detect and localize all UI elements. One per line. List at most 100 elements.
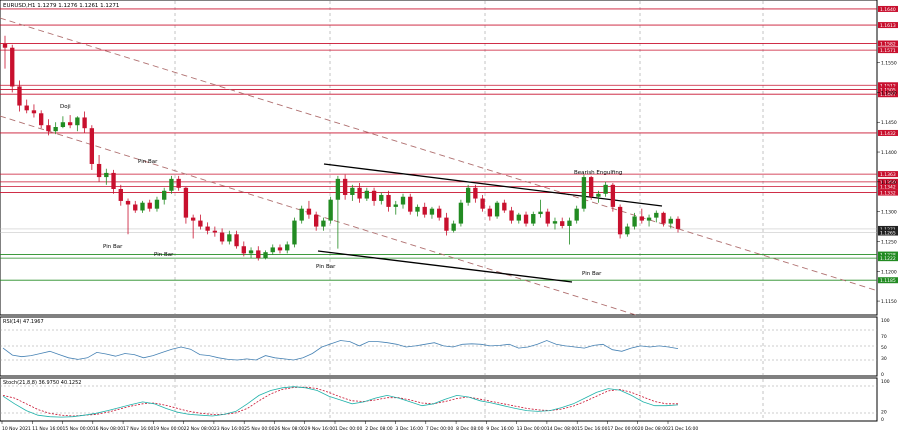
- price-badge-bg: [878, 91, 898, 98]
- candle: [39, 110, 44, 129]
- candle-body: [183, 187, 189, 218]
- candle: [567, 217, 572, 245]
- price-tick-label: 1.1500: [881, 90, 897, 96]
- candle-body: [617, 206, 623, 235]
- candle-body: [509, 210, 514, 221]
- candle-body: [429, 208, 435, 215]
- candle: [335, 175, 341, 249]
- candle-body: [350, 187, 355, 195]
- time-label: 29 Nov 16:00: [305, 426, 335, 432]
- price-badge-label: 1.1571: [880, 48, 896, 54]
- price-badge-label: 1.1505: [880, 87, 896, 93]
- support-resistance-lines: [0, 8, 877, 281]
- candle: [285, 241, 290, 254]
- candle-body: [162, 190, 167, 200]
- candle-body: [60, 122, 66, 127]
- candle-body: [212, 230, 218, 233]
- candle-body: [654, 212, 659, 218]
- time-label: 8 Dec 08:00: [456, 426, 484, 432]
- price-badge: 1.1571: [878, 47, 898, 54]
- price-badge: 1.1332: [878, 189, 898, 197]
- candle: [82, 111, 87, 133]
- price-badge-bg: [878, 129, 898, 136]
- candle-body: [147, 202, 152, 209]
- candle: [465, 184, 471, 206]
- candle: [314, 211, 319, 231]
- price-badge-bg: [878, 82, 898, 89]
- time-label: 19 Nov 00:00: [153, 426, 183, 432]
- time-label: 17 Dec 00:00: [607, 426, 637, 432]
- candle-body: [82, 117, 87, 129]
- price-tick-label: 1.1250: [881, 239, 897, 245]
- candle-body: [379, 194, 384, 201]
- candle-body: [111, 172, 116, 189]
- price-badge-bg: [878, 251, 898, 258]
- candle-body: [125, 200, 131, 205]
- price-badge: 1.1512: [878, 82, 898, 89]
- candle: [147, 199, 152, 212]
- candle: [154, 196, 160, 212]
- time-label: 26 Nov 08:00: [274, 426, 304, 432]
- candle-body: [321, 220, 326, 227]
- candle: [111, 169, 116, 194]
- price-tick-label: 1.1200: [881, 269, 897, 275]
- time-label: 1 Dec 00:00: [335, 426, 363, 432]
- candle-body: [531, 214, 536, 224]
- candle-body: [31, 110, 37, 114]
- candle: [24, 99, 29, 114]
- candle: [234, 230, 239, 249]
- candle: [104, 168, 109, 185]
- candle: [256, 246, 261, 261]
- candle-body: [675, 218, 681, 229]
- candle: [596, 190, 601, 203]
- candle-body: [494, 202, 500, 217]
- time-label: 13 Dec 00:00: [517, 426, 547, 432]
- stoch-axis: 100 20 0: [881, 379, 890, 423]
- candle-body: [169, 178, 174, 191]
- candle-body: [198, 220, 203, 227]
- stoch-signal-line: [2, 386, 678, 417]
- candle-body: [140, 202, 145, 211]
- stoch-panel[interactable]: [0, 377, 878, 422]
- candle-body: [668, 218, 673, 224]
- candle-body: [96, 163, 102, 178]
- candle-body: [364, 190, 369, 199]
- price-badge: 1.1222: [878, 255, 898, 262]
- candle-body: [393, 204, 398, 207]
- candle: [306, 200, 312, 219]
- price-badge-bg: [878, 5, 898, 12]
- rsi-panel[interactable]: [0, 316, 878, 377]
- candle-body: [270, 247, 275, 253]
- annotation-pin-bar-2: Pin Bar: [103, 244, 123, 250]
- candle: [270, 244, 275, 255]
- candle: [625, 223, 630, 237]
- rsi-level-label: 100: [881, 318, 890, 324]
- candle: [393, 200, 398, 215]
- candle: [523, 211, 529, 227]
- candle-body: [17, 86, 22, 106]
- price-badge: 1.1350: [878, 178, 898, 186]
- candle-body: [451, 223, 456, 231]
- price-panel[interactable]: [0, 0, 878, 316]
- price-badge-label: 1.1363: [880, 172, 896, 178]
- time-label: 23 Nov 16:00: [214, 426, 244, 432]
- candle: [646, 214, 652, 227]
- candle: [190, 214, 196, 239]
- candle: [408, 193, 413, 215]
- candle: [60, 116, 66, 129]
- candle: [140, 200, 145, 213]
- candle-body: [523, 214, 529, 224]
- rsi-level-label: 0: [881, 372, 884, 378]
- price-axis[interactable]: 1.16401.16131.15821.15711.15121.15051.14…: [877, 5, 898, 305]
- time-label: 25 Nov 00:00: [244, 426, 274, 432]
- candle-body: [342, 178, 348, 195]
- rsi-level-label: 70: [881, 334, 887, 340]
- price-badge: 1.1505: [878, 86, 898, 93]
- rsi-level-label: 30: [881, 356, 887, 362]
- price-badge-label: 1.1350: [880, 180, 896, 186]
- candle-body: [371, 190, 377, 201]
- candle: [31, 104, 37, 118]
- symbol-header: EURUSD,H1 1.1279 1.1276 1.1261 1.1271: [3, 3, 119, 9]
